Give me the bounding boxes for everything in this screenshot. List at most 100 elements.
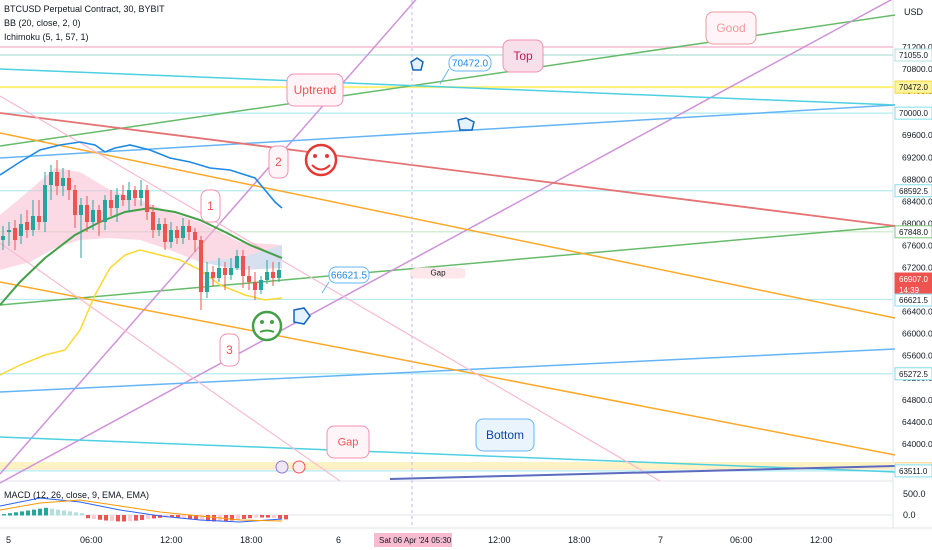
x-tick-label: 12:00	[810, 535, 833, 545]
price-badge-label: 63511.0	[899, 467, 928, 476]
price-badge-label: 68592.5	[899, 187, 928, 196]
bb-legend[interactable]: BB (20, close, 2, 0)	[4, 18, 81, 28]
price-badge	[894, 48, 932, 62]
macd-histogram-bar	[32, 509, 36, 516]
macd-histogram-bar	[104, 515, 108, 521]
candle-body	[43, 185, 47, 222]
macd-histogram-bar	[62, 510, 66, 516]
smiley-icon-mouth	[311, 164, 331, 171]
price-badge	[894, 80, 932, 94]
macd-histogram-bar	[152, 515, 156, 519]
x-tick-label: 7	[658, 535, 663, 545]
macd-histogram-bar	[50, 508, 54, 516]
candle-body	[49, 172, 53, 185]
macd-histogram-bar	[194, 515, 198, 520]
candle-body	[7, 230, 11, 232]
wave-3-callout	[219, 333, 240, 367]
macd-histogram-bar	[122, 515, 126, 522]
price-badge-label: 66621.5	[899, 296, 928, 305]
candle-body	[223, 268, 227, 275]
price-badge	[894, 225, 932, 239]
candle-body	[1, 236, 5, 240]
candle-body	[139, 190, 143, 198]
symbol-legend[interactable]: BTCUSD Perpetual Contract, 30, BYBIT	[4, 4, 165, 14]
macd-histogram-bar	[2, 514, 6, 516]
macd-histogram-bar	[110, 515, 114, 522]
callout-pointer	[321, 281, 330, 294]
y-tick-label: 68000.0	[902, 218, 932, 228]
crosshair-label: Sat 06 Apr '24 05:30	[379, 536, 452, 545]
price-badge-label: 66907.0	[899, 275, 928, 284]
ichimoku-legend[interactable]: Ichimoku (5, 1, 57, 1)	[4, 32, 89, 42]
candle-body	[253, 282, 257, 290]
trend-line	[0, 348, 896, 393]
good-callout	[705, 11, 757, 45]
macd-histogram-bar	[200, 515, 204, 521]
wave-3-callout-label: 3	[226, 343, 233, 357]
macd-legend[interactable]: MACD (12, 26, close, 9, EMA, EMA)	[4, 490, 150, 500]
trend-line	[0, 68, 896, 106]
macd-histogram-bar	[176, 515, 180, 518]
bollinger-fill	[0, 168, 282, 270]
y-tick-label: 68400.0	[902, 196, 932, 206]
candle-body	[259, 280, 263, 290]
macd-histogram-bar	[44, 507, 48, 516]
x-tick-label: 5	[6, 535, 11, 545]
price-badge	[894, 367, 932, 381]
candle-body	[133, 190, 137, 198]
price-badge-label: 71055.0	[899, 51, 928, 60]
trend-line	[0, 242, 341, 482]
macd-histogram-bar	[266, 515, 270, 518]
trend-line	[0, 95, 661, 482]
y-tick-label: 65600.0	[902, 351, 932, 361]
smiley-icon-eye	[313, 154, 317, 158]
gap-zone	[0, 462, 893, 468]
candle-body	[73, 190, 77, 215]
macd-histogram-bar	[8, 513, 12, 516]
bollinger-fill	[200, 245, 282, 270]
price-badge	[894, 293, 932, 307]
candle-body	[157, 224, 161, 230]
macd-histogram-bar	[278, 515, 282, 519]
macd-histogram-bar	[134, 515, 138, 521]
neutral-face-icon-eye	[260, 320, 264, 324]
candle-body	[115, 195, 119, 208]
price-badge	[894, 184, 932, 198]
price-badge-label: 67848.0	[899, 228, 928, 237]
neutral-face-icon	[251, 310, 283, 342]
y-tick-label: 69200.0	[902, 152, 932, 162]
gap-label-label: Gap	[430, 269, 446, 278]
candle-body	[37, 216, 41, 222]
crosshair-label-bg	[374, 533, 452, 547]
x-tick-label: 18:00	[568, 535, 591, 545]
y-tick-label: 66400.0	[902, 307, 932, 317]
ichimoku-kijun-line	[0, 249, 283, 376]
macd-histogram-bar	[56, 509, 60, 516]
candle-body	[211, 272, 215, 278]
macd-histogram-bar	[92, 515, 96, 519]
currency-label: USD	[904, 7, 924, 17]
candle-body	[19, 224, 23, 236]
x-tick-label: 12:00	[488, 535, 511, 545]
wave-2-callout-label: 2	[275, 155, 282, 169]
macd-histogram-bar	[14, 512, 18, 516]
macd-histogram-bar	[272, 515, 276, 518]
candle-body	[103, 200, 107, 222]
candle-body	[31, 216, 35, 230]
macd-histogram-bar	[74, 512, 78, 516]
trend-line	[0, 225, 896, 306]
candle-body	[181, 226, 185, 238]
hand-pointer-icon	[410, 57, 424, 71]
hand-point-icon	[293, 307, 311, 325]
top-callout-label: Top	[513, 49, 533, 63]
neutral-face-icon-mouth	[259, 329, 275, 333]
y-tick-label: 68800.0	[902, 174, 932, 184]
y-tick-label: 64800.0	[902, 395, 932, 405]
candle-body	[67, 178, 71, 190]
candle-body	[169, 230, 173, 242]
x-tick-label: 06:00	[730, 535, 753, 545]
macd-histogram-bar	[116, 515, 120, 522]
price-badge-label: 70000.0	[899, 109, 928, 118]
y-tick-label: 64400.0	[902, 417, 932, 427]
